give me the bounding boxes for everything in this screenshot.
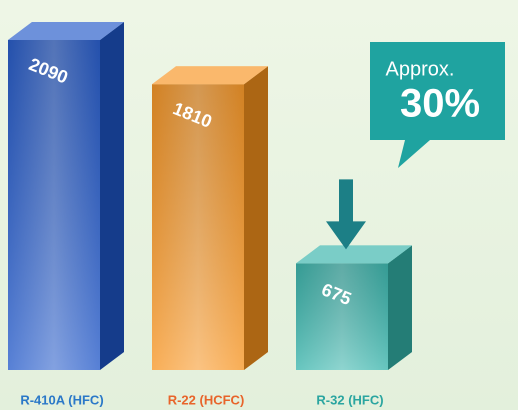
- callout: Approx. 30%: [370, 42, 505, 168]
- bar-fade: [8, 40, 100, 370]
- bar-top-light: [8, 22, 124, 40]
- bar-side: [388, 245, 412, 370]
- bar-top-light: [296, 245, 412, 264]
- bar-top: [152, 66, 268, 85]
- bar-side-shade: [100, 22, 124, 370]
- x-tick-label: R-22 (HCFC): [168, 392, 245, 407]
- bar-top-light: [152, 66, 268, 85]
- x-tick-label: R-410A (HFC): [20, 392, 103, 407]
- arrow: [326, 179, 366, 250]
- bar-top: [296, 245, 412, 264]
- bar-side: [244, 66, 268, 371]
- callout-line1: Approx.: [386, 58, 455, 80]
- callout-line2: 30%: [400, 82, 480, 126]
- bar-side-shade: [244, 66, 268, 371]
- x-tick-label: R-32 (HFC): [316, 392, 383, 407]
- bar-side-shade: [388, 245, 412, 370]
- bar-side: [100, 22, 124, 370]
- bar-fade: [296, 263, 388, 370]
- bar-top: [8, 22, 124, 40]
- bar-fade: [152, 84, 244, 371]
